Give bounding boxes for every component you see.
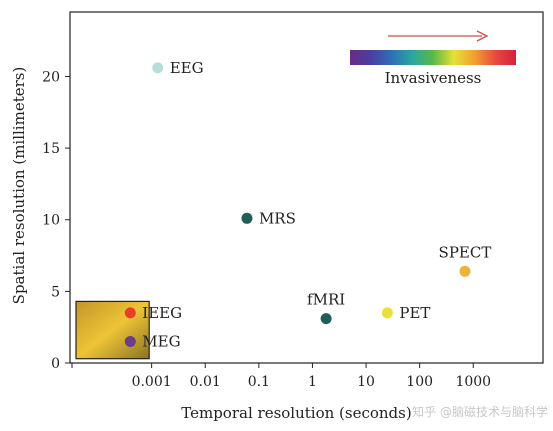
point-pet (381, 307, 393, 319)
invasiveness-arrow-head (476, 30, 489, 42)
point-label-eeg: EEG (170, 59, 204, 77)
point-mrs (241, 212, 253, 224)
x-tick-label: 0.1 (248, 374, 270, 390)
watermark-text: 知乎 @脑磁技术与脑科学 (412, 404, 548, 419)
axes-layer: 0.001 0.01 0.1 1 10 100 1000 0 5 10 15 20 (42, 11, 544, 390)
y-tick-label: 0 (51, 356, 60, 372)
y-axis-title: Spatial resolution (millimeters) (10, 67, 28, 305)
x-tick-label: 10 (357, 374, 375, 390)
invasiveness-label: Invasiveness (385, 69, 482, 87)
invasiveness-gradient-bar (350, 50, 516, 65)
point-fmri (320, 313, 332, 325)
invasiveness-legend: Invasiveness (350, 30, 516, 87)
x-tick-label: 100 (406, 374, 433, 390)
point-meg (124, 336, 136, 348)
point-spect (459, 265, 471, 277)
plot-frame (69, 11, 544, 364)
point-label-mrs: MRS (259, 209, 296, 227)
y-tick-label: 15 (42, 141, 60, 157)
x-axis-title: Temporal resolution (seconds) (181, 404, 411, 422)
x-tick-label: 0.01 (190, 374, 221, 390)
point-label-spect: SPECT (439, 243, 492, 261)
point-label-pet: PET (399, 304, 430, 322)
y-tick-label: 5 (51, 284, 60, 300)
point-ieeg (124, 307, 136, 319)
point-eeg (152, 62, 164, 74)
points-layer: EEG MRS fMRI PET SPECT IEEG MEG (124, 59, 492, 351)
y-tick-label: 20 (42, 69, 60, 85)
highlight-box-layer (75, 300, 150, 360)
point-label-meg: MEG (142, 333, 180, 351)
x-tick-label: 0.001 (132, 374, 172, 390)
x-tick-label: 1000 (455, 374, 491, 390)
point-label-ieeg: IEEG (142, 304, 182, 322)
x-tick-label: 1 (308, 374, 317, 390)
point-label-fmri: fMRI (307, 291, 345, 309)
highlight-box (75, 300, 150, 360)
y-tick-label: 10 (42, 213, 60, 229)
